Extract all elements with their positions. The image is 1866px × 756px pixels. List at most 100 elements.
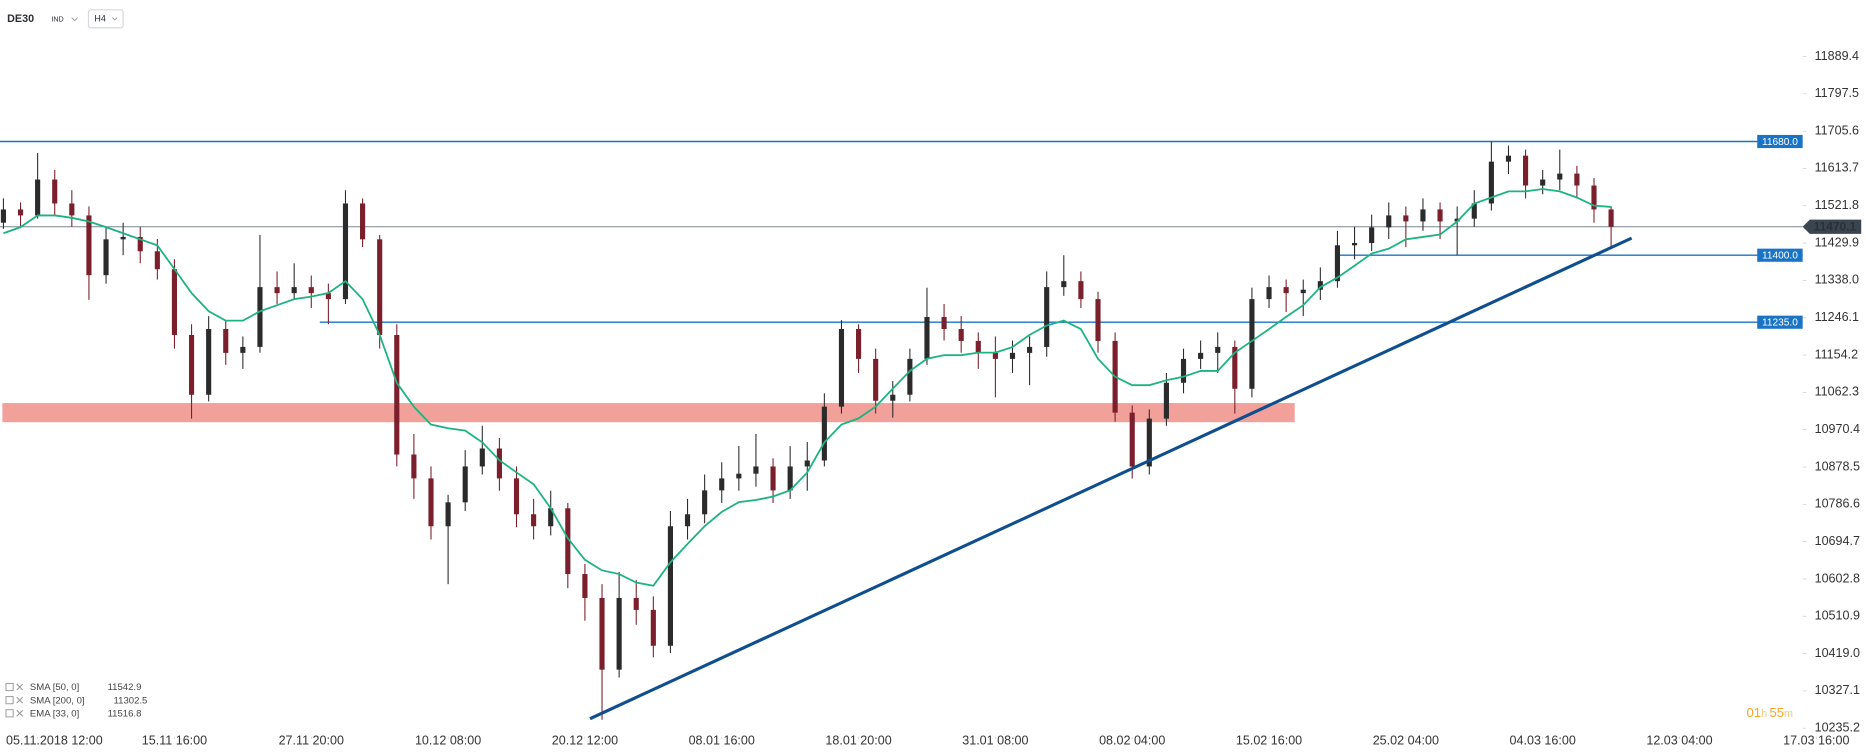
candle-body: [1283, 287, 1289, 294]
x-tick-label: 27.11 20:00: [279, 734, 344, 748]
x-tick-label: 15.11 16:00: [142, 734, 207, 748]
candle-body: [513, 478, 520, 515]
candle-body: [1232, 346, 1238, 389]
x-tick-label: 08.01 16:00: [689, 734, 755, 748]
candle-body: [479, 448, 485, 467]
x-tick-label: 17.03 16:00: [1783, 734, 1849, 748]
candle-body: [223, 328, 229, 353]
candle-body: [1403, 215, 1409, 222]
indicator-remove: [16, 696, 24, 704]
support-zone: [2, 403, 1295, 423]
ema-line: [3, 188, 1612, 587]
x-tick-label: 08.02 04:00: [1099, 734, 1165, 748]
candle-body: [1198, 352, 1204, 359]
candle-body: [1540, 179, 1546, 186]
x-tick-label: 12.03 04:00: [1646, 734, 1712, 748]
candle-body: [69, 203, 75, 216]
candle-body: [804, 460, 810, 467]
candle-body: [154, 251, 160, 270]
candle-body: [1574, 173, 1580, 186]
candle-body: [274, 287, 280, 294]
candle-body: [907, 358, 913, 395]
y-tick-label: 10235.2: [1815, 721, 1860, 735]
x-tick-label: 31.01 08:00: [962, 734, 1028, 748]
candle-body: [1557, 173, 1563, 180]
candle-body: [667, 526, 673, 646]
indicator-value: 11516.8: [108, 708, 142, 719]
indicator-icon: [5, 696, 14, 705]
indicator-remove: [16, 683, 24, 691]
x-tick-label: 10.12 08:00: [415, 734, 481, 748]
header: DE30 IND H4: [7, 9, 124, 29]
level-tag: [1757, 134, 1803, 149]
indicator-name: SMA [200, 0]: [30, 695, 85, 706]
y-tick-label: 11613.7: [1815, 161, 1859, 175]
x-tick-label: 05.11.2018 12:00: [6, 734, 103, 748]
candle-body: [1078, 281, 1084, 300]
candle-body: [719, 478, 725, 491]
candle-body: [616, 597, 622, 670]
countdown-m: m: [1784, 708, 1793, 720]
symbol[interactable]: DE30: [7, 13, 34, 25]
candle-body: [633, 597, 639, 610]
candle-body: [17, 209, 24, 216]
candle-body: [702, 490, 708, 515]
y-tick-label: 11062.3: [1815, 385, 1859, 399]
candle-body: [52, 179, 58, 204]
y-tick-label: 11521.8: [1815, 198, 1859, 212]
dropdown-arrow[interactable]: [71, 17, 79, 22]
candle-body: [838, 328, 845, 407]
y-tick-label: 11429.9: [1815, 235, 1859, 249]
candle-body: [377, 239, 383, 335]
candle-body: [325, 293, 331, 300]
level-tag-label: 11400.0: [1762, 250, 1798, 261]
indicator-name: EMA [33, 0]: [30, 708, 79, 719]
candle-body: [770, 466, 776, 491]
y-tick-label: 10786.6: [1815, 497, 1860, 511]
y-tick-label: 11338.0: [1815, 273, 1859, 287]
candle-body: [35, 179, 41, 216]
candle-body: [890, 394, 896, 401]
countdown: 01h 55m: [1746, 705, 1793, 720]
candle-body: [1505, 155, 1512, 162]
dropdown-arrow[interactable]: [112, 17, 118, 21]
candle-body: [428, 478, 434, 527]
x-tick-label: 04.03 16:00: [1510, 734, 1576, 748]
candle-body: [496, 448, 502, 479]
candle-body: [531, 514, 537, 527]
indicator-legend: SMA [50, 0] 11542.9 SMA [200, 0] 11302.5 EMA…: [5, 682, 148, 719]
last-price-label: 11470.1: [1814, 219, 1857, 233]
candle-body: [1180, 358, 1187, 383]
candle-body: [873, 358, 879, 401]
y-tick-label: 11889.4: [1815, 49, 1859, 63]
candle-body: [924, 317, 930, 359]
candle-body: [1317, 281, 1323, 290]
candle-body: [411, 454, 417, 479]
timeframe[interactable]: H4: [94, 14, 105, 24]
candle-body: [0, 209, 6, 223]
candle-body: [103, 239, 109, 276]
candle-body: [360, 203, 366, 240]
candle-body: [1591, 185, 1597, 210]
trendline: [589, 236, 1633, 721]
y-tick-label: 11705.6: [1815, 123, 1859, 137]
x-tick-label: 15.02 16:00: [1236, 734, 1302, 748]
candle-body: [958, 328, 964, 341]
candle-body: [1437, 209, 1443, 222]
y-tick-label: 10602.8: [1815, 571, 1860, 585]
candle-body: [565, 508, 571, 575]
candle-body: [1386, 215, 1392, 228]
candle-body: [1146, 418, 1152, 467]
level-tag-label: 11680.0: [1762, 137, 1798, 148]
indicator-value: 11302.5: [114, 695, 148, 706]
candle-body: [1249, 299, 1255, 389]
candle-body: [684, 514, 691, 527]
candle-body: [736, 473, 742, 479]
timeframe-box[interactable]: [87, 9, 124, 29]
candle-body: [1608, 209, 1614, 227]
candle-body: [1266, 287, 1272, 300]
market: IND: [51, 15, 63, 23]
candle-body: [855, 328, 862, 359]
